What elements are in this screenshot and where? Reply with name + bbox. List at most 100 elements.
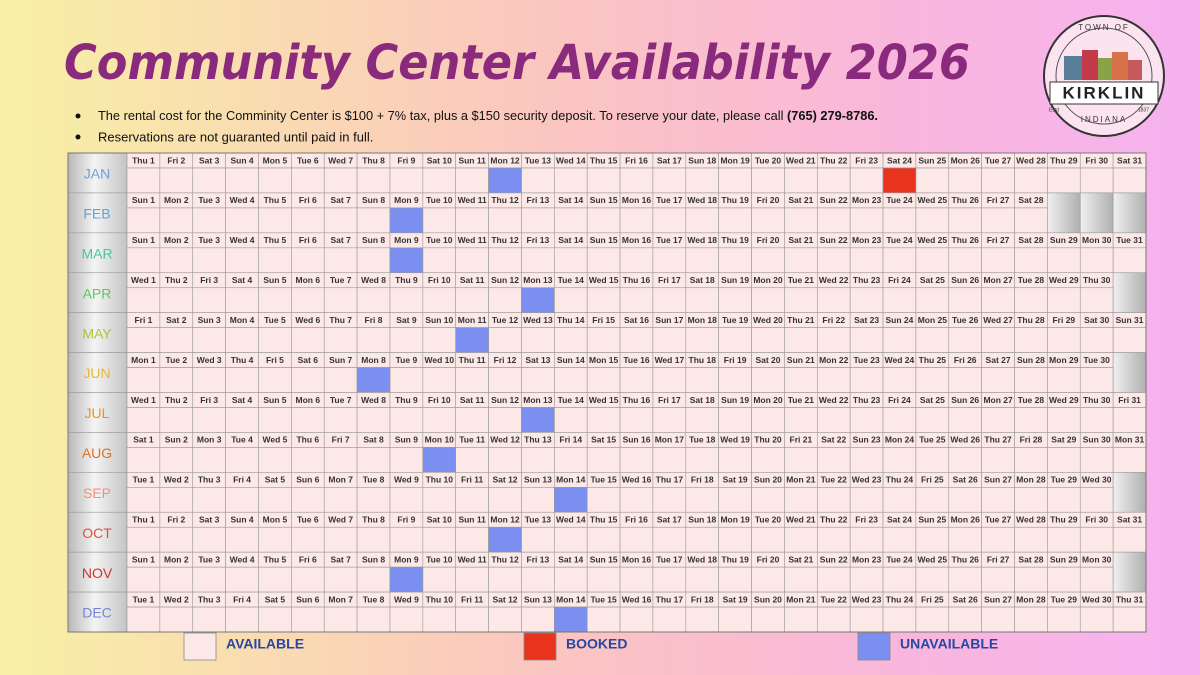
day-cell bbox=[948, 327, 982, 353]
day-cell bbox=[225, 367, 259, 393]
day-cell bbox=[915, 327, 950, 353]
day-cell bbox=[751, 407, 785, 433]
day-label: Sat 10 bbox=[427, 155, 452, 165]
day-label: Mon 26 bbox=[951, 515, 981, 525]
day-cell bbox=[586, 566, 621, 593]
day-cell bbox=[159, 526, 194, 553]
day-label: Mon 19 bbox=[720, 155, 750, 165]
day-label: Mon 20 bbox=[753, 275, 783, 285]
day-label: Sat 24 bbox=[887, 515, 912, 525]
day-label: Thu 18 bbox=[689, 355, 717, 365]
day-label: Thu 26 bbox=[952, 554, 980, 564]
logo-ring bbox=[1055, 27, 1153, 125]
day-label: Sun 24 bbox=[886, 315, 914, 325]
day-label: Thu 1 bbox=[132, 155, 155, 165]
unavailable-cell bbox=[521, 287, 555, 313]
day-cell bbox=[816, 207, 851, 234]
day-label: Sat 1 bbox=[133, 435, 154, 445]
day-cell bbox=[1079, 606, 1114, 633]
day-label: Sun 27 bbox=[984, 594, 1012, 604]
day-cell bbox=[126, 487, 161, 513]
day-cell bbox=[192, 327, 226, 353]
day-cell bbox=[981, 487, 1015, 513]
day-cell bbox=[159, 407, 194, 433]
day-cell bbox=[784, 287, 818, 313]
day-cell bbox=[356, 247, 391, 274]
day-label: Sat 28 bbox=[1018, 195, 1043, 205]
day-label: Fri 16 bbox=[625, 515, 648, 525]
day-label: Tue 29 bbox=[1051, 594, 1078, 604]
day-cell bbox=[258, 606, 292, 633]
phone: (765) 279-8786. bbox=[787, 108, 878, 123]
day-cell bbox=[1047, 247, 1081, 274]
day-label: Tue 17 bbox=[656, 235, 683, 245]
day-label: Tue 24 bbox=[886, 195, 913, 205]
day-cell bbox=[816, 407, 851, 433]
day-label: Tue 28 bbox=[1018, 395, 1045, 405]
day-cell bbox=[192, 566, 226, 593]
day-label: Sat 25 bbox=[920, 395, 945, 405]
day-cell bbox=[619, 606, 654, 633]
day-cell bbox=[291, 566, 325, 593]
day-cell bbox=[915, 167, 950, 194]
day-label: Mon 22 bbox=[819, 355, 849, 365]
day-cell bbox=[389, 327, 424, 353]
day-label: Tue 5 bbox=[264, 315, 286, 325]
day-label: Thu 19 bbox=[721, 235, 749, 245]
day-label: Wed 18 bbox=[687, 554, 717, 564]
day-cell bbox=[521, 447, 555, 473]
empty-cell bbox=[1047, 192, 1081, 234]
day-label: Sat 27 bbox=[986, 355, 1011, 365]
day-label: Fri 13 bbox=[527, 235, 550, 245]
day-label: Fri 20 bbox=[757, 195, 780, 205]
day-label: Sun 11 bbox=[458, 515, 486, 525]
day-cell bbox=[849, 327, 884, 353]
empty-cell bbox=[1112, 551, 1147, 593]
day-label: Mon 2 bbox=[164, 554, 189, 564]
day-cell bbox=[192, 487, 226, 513]
day-cell bbox=[225, 447, 259, 473]
day-cell bbox=[882, 327, 917, 353]
day-label: Fri 27 bbox=[987, 195, 1010, 205]
day-label: Thu 27 bbox=[984, 435, 1012, 445]
day-cell bbox=[718, 487, 752, 513]
day-label: Sat 4 bbox=[232, 275, 253, 285]
day-cell bbox=[1112, 247, 1147, 274]
day-label: Fri 2 bbox=[167, 515, 185, 525]
day-label: Sat 12 bbox=[492, 475, 517, 485]
legend: AVAILABLE BOOKED UNAVAILABLE bbox=[183, 632, 998, 661]
day-cell bbox=[488, 606, 522, 633]
day-cell bbox=[1047, 606, 1081, 633]
day-label: Tue 2 bbox=[166, 355, 188, 365]
day-cell bbox=[225, 167, 259, 194]
day-cell bbox=[1014, 487, 1048, 513]
day-label: Tue 7 bbox=[330, 395, 352, 405]
day-cell bbox=[356, 487, 391, 513]
day-label: Fri 10 bbox=[428, 275, 451, 285]
day-label: Thu 6 bbox=[296, 435, 319, 445]
day-cell bbox=[126, 167, 161, 194]
day-label: Fri 30 bbox=[1085, 515, 1108, 525]
day-cell bbox=[948, 487, 982, 513]
day-label: Tue 8 bbox=[363, 594, 385, 604]
day-label: Thu 3 bbox=[198, 475, 221, 485]
day-label: Fri 4 bbox=[233, 594, 251, 604]
day-cell bbox=[751, 526, 785, 553]
day-label: Tue 24 bbox=[886, 554, 913, 564]
day-cell bbox=[126, 566, 161, 593]
day-cell bbox=[192, 407, 226, 433]
day-cell bbox=[192, 207, 226, 234]
day-label: Thu 15 bbox=[590, 515, 618, 525]
day-label: Tue 15 bbox=[590, 475, 617, 485]
day-cell bbox=[1079, 327, 1114, 353]
day-label: Sun 9 bbox=[395, 435, 418, 445]
day-cell bbox=[455, 167, 489, 194]
day-label: Fri 15 bbox=[592, 315, 615, 325]
day-cell bbox=[455, 606, 489, 633]
day-cell bbox=[816, 566, 851, 593]
day-cell bbox=[258, 327, 292, 353]
day-cell bbox=[849, 367, 884, 393]
day-cell bbox=[455, 566, 489, 593]
day-label: Fri 11 bbox=[461, 594, 483, 604]
day-cell bbox=[882, 566, 917, 593]
